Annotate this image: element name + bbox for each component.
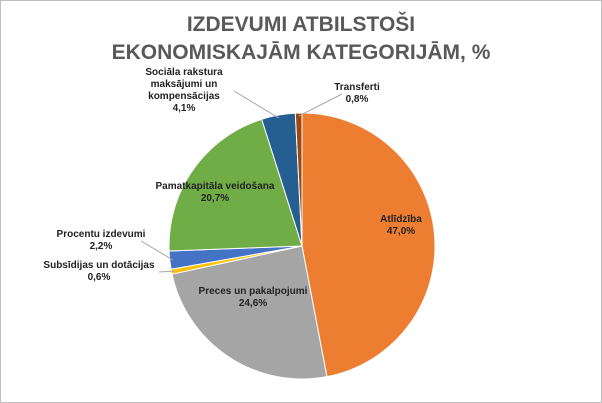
value-label: 20,7%: [200, 193, 230, 204]
data-label: Pamatkapitāla veidošana 20,7%: [150, 181, 280, 205]
pie-slice: [301, 112, 436, 378]
category-label: Transferti: [334, 82, 380, 93]
category-label: Pamatkapitāla veidošana: [155, 181, 275, 192]
value-label: 4,1%: [172, 103, 196, 114]
data-label: Subsīdijas un dotācijas 0,6%: [29, 260, 169, 284]
data-label: Transferti 0,8%: [322, 82, 392, 106]
data-label: Sociāla rakstura maksājumi un kompensāci…: [124, 67, 244, 115]
value-label: 47,0%: [386, 226, 416, 237]
leader-line: [158, 270, 175, 273]
category-label: Preces un pakalpojumi: [198, 286, 308, 297]
leader-line: [298, 93, 343, 117]
category-label: Subsīdijas un dotācijas: [43, 260, 155, 271]
leader-line: [233, 90, 280, 119]
value-label: 0,8%: [345, 94, 369, 105]
category-label: Sociāla rakstura maksājumi un kompensāci…: [145, 67, 223, 102]
leader-line: [140, 240, 173, 261]
value-label: 0,6%: [87, 272, 111, 283]
pie-slice: [171, 245, 328, 380]
value-label: 24,6%: [238, 298, 268, 309]
pie-slice: [294, 112, 303, 247]
data-label: Preces un pakalpojumi 24,6%: [193, 286, 313, 310]
value-label: 2,2%: [89, 241, 113, 252]
category-label: Atlīdzība: [380, 214, 422, 225]
data-label: Procentu izdevumi 2,2%: [51, 229, 151, 253]
pie-slice: [168, 118, 303, 252]
category-label: Procentu izdevumi: [56, 229, 146, 240]
data-label: Atlīdzība 47,0%: [366, 214, 436, 238]
chart-title: IZDEVUMI ATBILSTOŠI EKONOMISKAJĀM KATEGO…: [111, 13, 491, 64]
